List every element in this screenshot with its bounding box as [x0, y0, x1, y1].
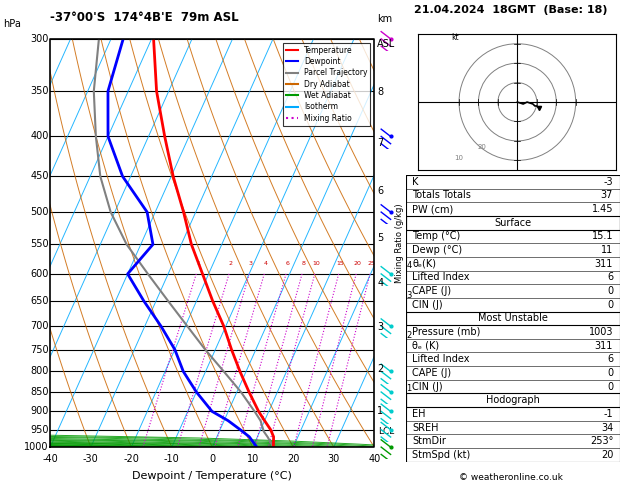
Text: Hodograph: Hodograph	[486, 395, 540, 405]
Text: -30: -30	[83, 454, 99, 465]
Text: StmDir: StmDir	[412, 436, 446, 446]
Text: CAPE (J): CAPE (J)	[412, 286, 451, 296]
Text: StmSpd (kt): StmSpd (kt)	[412, 450, 470, 460]
Text: -3: -3	[603, 177, 613, 187]
Text: 20: 20	[601, 450, 613, 460]
Text: 300: 300	[30, 34, 48, 44]
Text: ASL: ASL	[377, 39, 396, 49]
Text: -40: -40	[42, 454, 58, 465]
Text: 2: 2	[377, 364, 384, 374]
Text: 2: 2	[406, 331, 411, 340]
Text: 34: 34	[601, 422, 613, 433]
Text: Lifted Index: Lifted Index	[412, 272, 470, 282]
Text: -10: -10	[164, 454, 180, 465]
Text: 1.45: 1.45	[592, 204, 613, 214]
Text: -37°00'S  174°4B'E  79m ASL: -37°00'S 174°4B'E 79m ASL	[50, 11, 239, 24]
Text: Most Unstable: Most Unstable	[477, 313, 548, 323]
Text: 4: 4	[406, 261, 411, 270]
Text: 30: 30	[328, 454, 340, 465]
Text: 0: 0	[209, 454, 215, 465]
Text: 21.04.2024  18GMT  (Base: 18): 21.04.2024 18GMT (Base: 18)	[415, 5, 608, 15]
Text: 311: 311	[595, 259, 613, 269]
Text: -20: -20	[123, 454, 139, 465]
Text: 10: 10	[313, 261, 320, 266]
Text: 550: 550	[30, 240, 48, 249]
Text: 4: 4	[377, 278, 384, 288]
Text: 11: 11	[601, 245, 613, 255]
Text: 10: 10	[455, 156, 464, 161]
Text: 900: 900	[30, 406, 48, 417]
Text: 37: 37	[601, 191, 613, 200]
Text: CIN (J): CIN (J)	[412, 300, 443, 310]
Legend: Temperature, Dewpoint, Parcel Trajectory, Dry Adiabat, Wet Adiabat, Isotherm, Mi: Temperature, Dewpoint, Parcel Trajectory…	[283, 43, 370, 125]
Text: 10: 10	[247, 454, 259, 465]
Text: 950: 950	[30, 425, 48, 435]
Text: 15: 15	[337, 261, 344, 266]
Text: Totals Totals: Totals Totals	[412, 191, 471, 200]
Text: km: km	[377, 14, 392, 24]
Text: θₑ (K): θₑ (K)	[412, 341, 439, 350]
Text: Mixing Ratio (g/kg): Mixing Ratio (g/kg)	[395, 203, 404, 283]
Text: 800: 800	[30, 366, 48, 377]
Text: 3: 3	[406, 291, 411, 300]
Text: 0: 0	[607, 286, 613, 296]
Text: CAPE (J): CAPE (J)	[412, 368, 451, 378]
Text: 6: 6	[607, 354, 613, 364]
Text: 6: 6	[377, 186, 384, 196]
Text: PW (cm): PW (cm)	[412, 204, 454, 214]
Text: 25: 25	[367, 261, 376, 266]
Text: 450: 450	[30, 172, 48, 181]
Text: © weatheronline.co.uk: © weatheronline.co.uk	[459, 473, 563, 482]
Text: Dewpoint / Temperature (°C): Dewpoint / Temperature (°C)	[132, 471, 292, 481]
Text: 253°: 253°	[590, 436, 613, 446]
Text: 750: 750	[30, 345, 48, 355]
Text: 4: 4	[264, 261, 268, 266]
Text: 311: 311	[595, 341, 613, 350]
Text: 7: 7	[377, 138, 384, 148]
Text: Dewp (°C): Dewp (°C)	[412, 245, 462, 255]
Text: 1003: 1003	[589, 327, 613, 337]
Text: 40: 40	[368, 454, 381, 465]
Text: 1: 1	[377, 406, 384, 417]
Text: Pressure (mb): Pressure (mb)	[412, 327, 481, 337]
Text: 20: 20	[287, 454, 299, 465]
Text: 1: 1	[196, 261, 200, 266]
Text: 600: 600	[30, 269, 48, 279]
Text: 650: 650	[30, 296, 48, 306]
Text: 400: 400	[30, 131, 48, 141]
Text: Surface: Surface	[494, 218, 532, 228]
Text: kt: kt	[451, 33, 459, 42]
Text: LCL: LCL	[378, 427, 394, 436]
Text: 0: 0	[607, 300, 613, 310]
Text: 1000: 1000	[24, 442, 48, 452]
Text: 0: 0	[607, 368, 613, 378]
Text: 500: 500	[30, 207, 48, 217]
Text: Lifted Index: Lifted Index	[412, 354, 470, 364]
Text: θₑ(K): θₑ(K)	[412, 259, 436, 269]
Text: 1: 1	[406, 383, 411, 393]
Text: 5: 5	[377, 233, 384, 243]
Text: EH: EH	[412, 409, 426, 419]
Text: 8: 8	[302, 261, 306, 266]
Text: 700: 700	[30, 321, 48, 331]
Text: 3: 3	[249, 261, 253, 266]
Text: 8: 8	[377, 87, 384, 97]
Text: 15.1: 15.1	[592, 231, 613, 242]
Text: K: K	[412, 177, 418, 187]
Text: 0: 0	[607, 382, 613, 392]
Text: hPa: hPa	[3, 19, 21, 29]
Text: 3: 3	[377, 322, 384, 331]
Text: 20: 20	[478, 144, 487, 150]
Text: CIN (J): CIN (J)	[412, 382, 443, 392]
Text: 2: 2	[229, 261, 233, 266]
Text: Temp (°C): Temp (°C)	[412, 231, 460, 242]
Text: 350: 350	[30, 86, 48, 96]
Text: -1: -1	[603, 409, 613, 419]
Text: SREH: SREH	[412, 422, 438, 433]
Text: 6: 6	[286, 261, 289, 266]
Text: 850: 850	[30, 387, 48, 397]
Text: 20: 20	[353, 261, 362, 266]
Text: 6: 6	[607, 272, 613, 282]
